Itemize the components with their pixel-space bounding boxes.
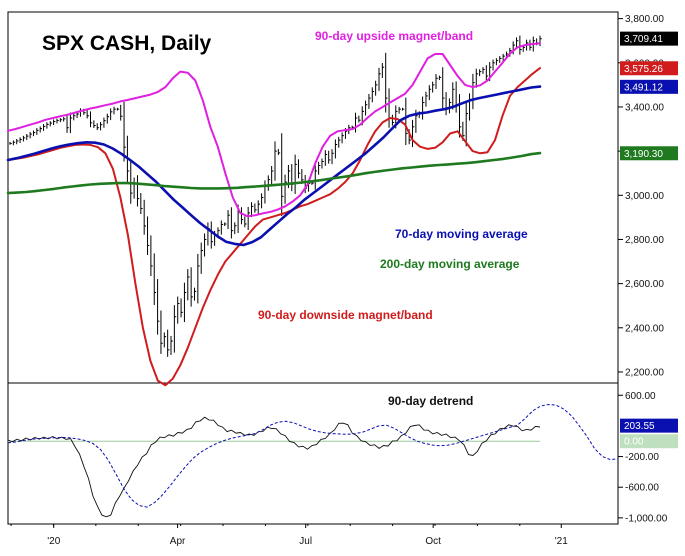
detrend-y-tick-label: -1,000.00 (625, 513, 668, 524)
y-tick-label: 3,800.00 (625, 14, 664, 25)
detrend-value-badge-bg (620, 418, 678, 433)
detrend-projection-line (7, 403, 619, 508)
ma200-badge: 3,190.30 (620, 146, 678, 161)
last-price-badge: 3,709.41 (620, 31, 678, 46)
y-tick-label: 3,400.00 (625, 102, 664, 113)
downside-band-badge: 3,575.26 (620, 61, 678, 76)
downside-band-badge-label: 3,575.26 (624, 64, 663, 75)
ma70-badge-bg (620, 79, 678, 94)
badge-layer: 3,709.41 3,575.26 3,491.12 3,190.30 203.55 0.… (620, 31, 678, 449)
chart-title: SPX CASH, Daily (42, 32, 212, 55)
detrend-panel-frame (7, 382, 619, 525)
upside-band-line (7, 42, 541, 218)
ma70-line (6, 85, 542, 247)
last-price-badge-label: 3,709.41 (624, 34, 663, 45)
ma70-badge-label: 3,491.12 (624, 82, 663, 93)
detrend-value-badge: 203.55 (620, 418, 678, 433)
annotation-70day-ma: 70-day moving average (395, 227, 528, 241)
x-tick-label: '20 (47, 536, 60, 547)
grid-layer (7, 11, 619, 525)
annotation-200day-ma: 200-day moving average (380, 257, 520, 271)
ma200-badge-bg (620, 146, 678, 161)
x-tick-label: Oct (425, 536, 441, 547)
annotation-downside-band: 90-day downside magnet/band (258, 308, 433, 322)
detrend-title: 90-day detrend (388, 394, 473, 408)
detrend-value-badge-label: 203.55 (624, 421, 655, 432)
ma200-badge-label: 3,190.30 (624, 149, 663, 160)
main-panel (6, 35, 542, 387)
y-tick-label: 2,800.00 (625, 235, 664, 246)
y-tick-label: 3,000.00 (625, 191, 664, 202)
x-tick-label: Jul (299, 536, 312, 547)
downside-band-badge-bg (620, 61, 678, 76)
x-tick-label: Apr (170, 536, 186, 547)
x-tick-label: '21 (555, 536, 568, 547)
downside-band-line (7, 67, 541, 387)
detrend-zero-badge-bg (620, 434, 678, 449)
ma200-line (6, 151, 542, 195)
detrend-line (7, 416, 541, 518)
last-price-badge-bg (620, 31, 678, 46)
detrend-y-tick-label: 600.00 (625, 391, 656, 402)
y-tick-label: 2,400.00 (625, 323, 664, 334)
y-tick-label: 2,600.00 (625, 279, 664, 290)
annotation-upside-band: 90-day upside magnet/band (315, 29, 473, 43)
y-tick-label: 2,200.00 (625, 367, 664, 378)
detrend-zero-badge-label: 0.00 (624, 437, 644, 448)
detrend-panel (7, 403, 619, 518)
detrend-y-tick-label: -200.00 (625, 452, 659, 463)
ma70-badge: 3,491.12 (620, 79, 678, 94)
detrend-zero-badge: 0.00 (620, 434, 678, 449)
detrend-y-tick-label: -600.00 (625, 483, 659, 494)
